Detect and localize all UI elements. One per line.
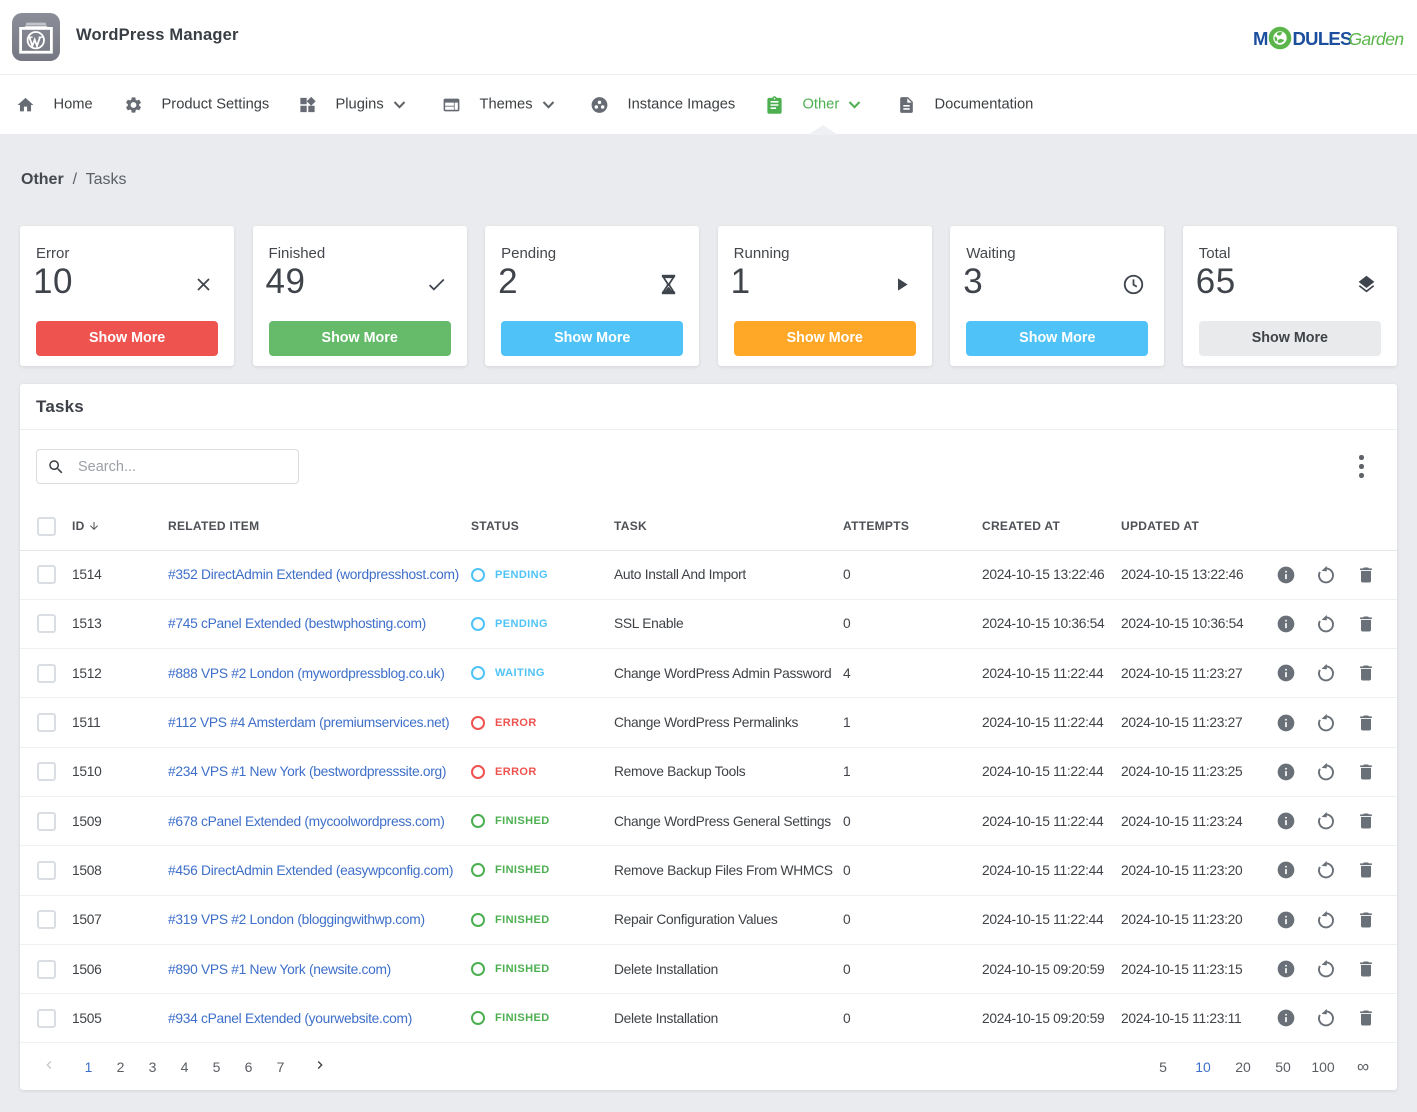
svg-text:M: M	[1253, 28, 1268, 49]
svg-text:Garden: Garden	[1349, 29, 1404, 49]
svg-text:DULES: DULES	[1293, 28, 1353, 49]
